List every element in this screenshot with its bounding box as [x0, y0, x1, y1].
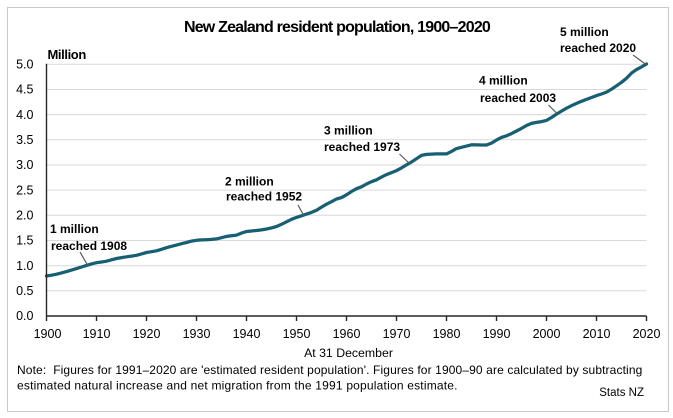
- svg-text:estimated natural increase and: estimated natural increase and net migra…: [17, 379, 458, 393]
- svg-text:0.5: 0.5: [16, 284, 33, 298]
- svg-text:1.0: 1.0: [16, 259, 33, 273]
- svg-text:1950: 1950: [283, 327, 311, 341]
- svg-text:2020: 2020: [633, 327, 661, 341]
- svg-text:At 31 December: At 31 December: [304, 346, 393, 360]
- svg-text:5 million: 5 million: [560, 25, 609, 39]
- svg-text:1900: 1900: [34, 327, 62, 341]
- svg-text:2.0: 2.0: [16, 209, 33, 223]
- svg-text:reached 1973: reached 1973: [324, 140, 400, 154]
- svg-text:reached 2020: reached 2020: [560, 41, 636, 55]
- svg-text:New Zealand resident populatio: New Zealand resident population, 1900–20…: [184, 19, 491, 36]
- svg-text:0.0: 0.0: [16, 309, 33, 323]
- svg-text:1980: 1980: [433, 327, 461, 341]
- svg-text:1940: 1940: [233, 327, 261, 341]
- svg-text:2 million: 2 million: [225, 175, 274, 189]
- svg-text:4 million: 4 million: [479, 74, 528, 88]
- svg-text:4.5: 4.5: [16, 83, 33, 97]
- svg-text:reached 1952: reached 1952: [226, 190, 302, 204]
- svg-text:1990: 1990: [483, 327, 511, 341]
- svg-text:Note: Figures for 1991–2020 a: Note: Figures for 1991–2020 are 'estimat…: [17, 363, 642, 377]
- svg-text:1910: 1910: [83, 327, 111, 341]
- svg-text:3.0: 3.0: [16, 158, 33, 172]
- svg-text:3.5: 3.5: [16, 133, 33, 147]
- svg-text:5.0: 5.0: [16, 58, 33, 72]
- svg-text:1970: 1970: [383, 327, 411, 341]
- svg-text:1920: 1920: [133, 327, 161, 341]
- svg-text:Stats NZ: Stats NZ: [599, 387, 644, 399]
- svg-text:1.5: 1.5: [16, 234, 33, 248]
- svg-text:Million: Million: [48, 47, 87, 62]
- svg-text:3 million: 3 million: [324, 124, 373, 138]
- svg-text:1 million: 1 million: [50, 222, 99, 236]
- svg-text:1960: 1960: [333, 327, 361, 341]
- svg-text:reached 1908: reached 1908: [51, 239, 127, 253]
- svg-text:2010: 2010: [583, 327, 611, 341]
- svg-text:4.0: 4.0: [16, 108, 33, 122]
- svg-text:1930: 1930: [183, 327, 211, 341]
- svg-text:reached 2003: reached 2003: [480, 91, 556, 105]
- svg-text:2.5: 2.5: [16, 183, 33, 197]
- svg-text:2000: 2000: [533, 327, 561, 341]
